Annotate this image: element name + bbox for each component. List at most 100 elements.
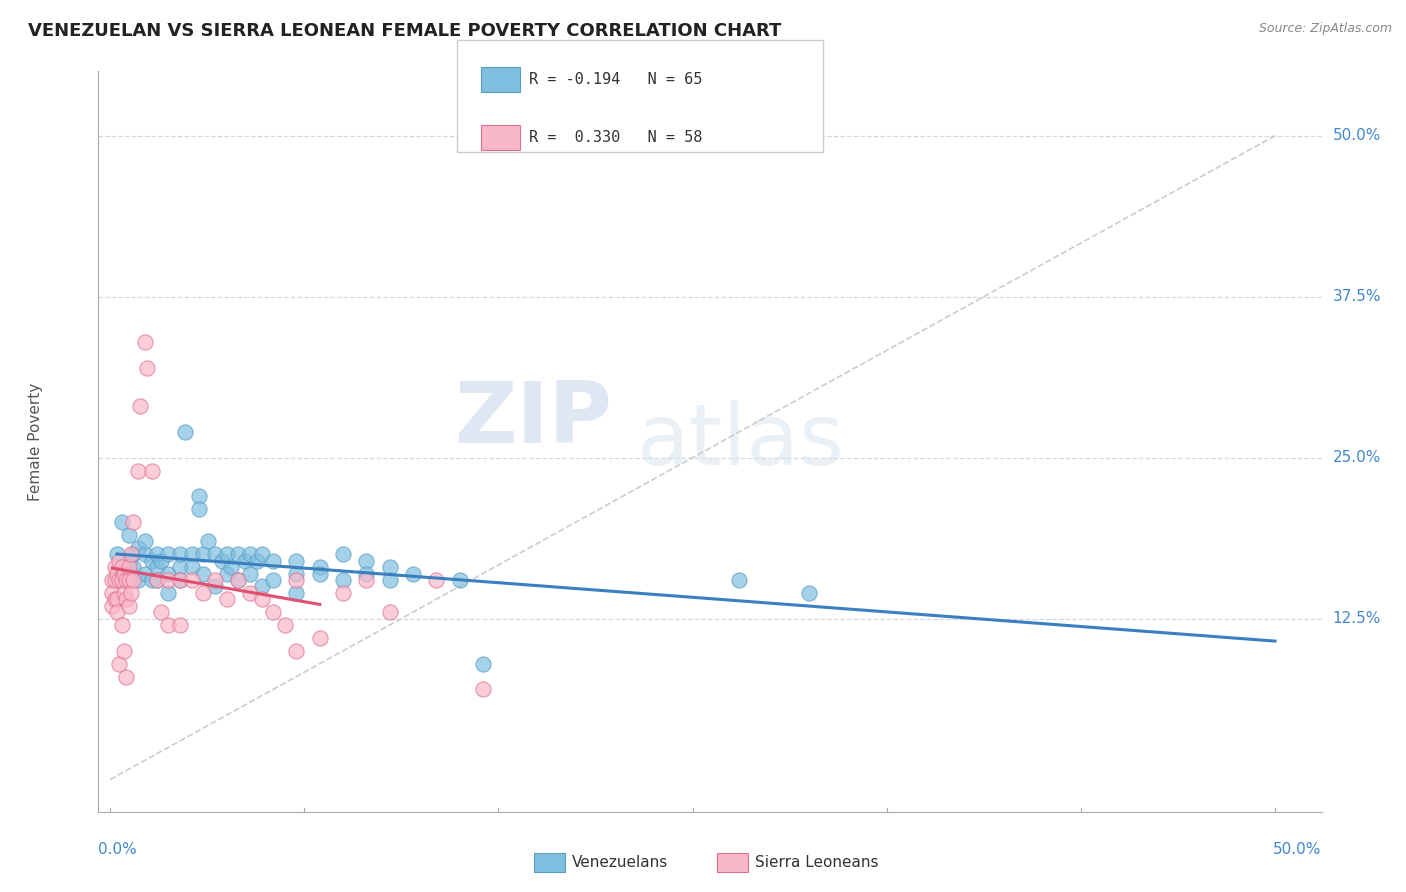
- Point: [215, 547, 238, 561]
- Text: atlas: atlas: [637, 400, 845, 483]
- Point: [285, 586, 308, 600]
- Point: [169, 573, 191, 587]
- Point: [127, 541, 149, 555]
- Point: [471, 657, 494, 671]
- Point: [169, 618, 191, 632]
- Point: [308, 566, 330, 581]
- Point: [226, 573, 249, 587]
- Text: 12.5%: 12.5%: [1333, 611, 1381, 626]
- Point: [274, 618, 297, 632]
- Point: [105, 605, 128, 619]
- Point: [250, 547, 273, 561]
- Text: 37.5%: 37.5%: [1333, 289, 1381, 304]
- Point: [356, 566, 378, 581]
- Point: [105, 547, 128, 561]
- Point: [180, 573, 202, 587]
- Point: [157, 573, 180, 587]
- Point: [285, 644, 308, 658]
- Point: [129, 399, 152, 413]
- Point: [145, 560, 167, 574]
- Point: [111, 573, 134, 587]
- Text: R = -0.194   N = 65: R = -0.194 N = 65: [529, 72, 702, 87]
- Point: [204, 579, 226, 593]
- Point: [141, 463, 163, 477]
- Point: [111, 618, 134, 632]
- Point: [115, 669, 138, 683]
- Point: [104, 592, 127, 607]
- Point: [285, 554, 308, 568]
- Point: [112, 566, 135, 581]
- Point: [211, 554, 233, 568]
- Point: [402, 566, 425, 581]
- Point: [239, 547, 262, 561]
- Point: [141, 573, 163, 587]
- Point: [120, 566, 142, 581]
- Point: [157, 586, 180, 600]
- Point: [111, 573, 134, 587]
- Point: [425, 573, 447, 587]
- Point: [197, 534, 219, 549]
- Point: [226, 573, 249, 587]
- Point: [101, 573, 124, 587]
- Point: [449, 573, 471, 587]
- Point: [120, 547, 142, 561]
- Text: VENEZUELAN VS SIERRA LEONEAN FEMALE POVERTY CORRELATION CHART: VENEZUELAN VS SIERRA LEONEAN FEMALE POVE…: [28, 22, 782, 40]
- Point: [193, 547, 215, 561]
- Point: [108, 573, 131, 587]
- Point: [378, 605, 401, 619]
- Point: [246, 554, 269, 568]
- Point: [118, 573, 141, 587]
- Point: [308, 560, 330, 574]
- Point: [226, 547, 249, 561]
- Point: [239, 586, 262, 600]
- Point: [262, 605, 284, 619]
- Point: [173, 425, 195, 439]
- Point: [120, 586, 142, 600]
- Point: [101, 586, 124, 600]
- Point: [145, 573, 167, 587]
- Point: [145, 547, 167, 561]
- Point: [187, 489, 209, 503]
- Point: [204, 573, 226, 587]
- Point: [150, 605, 173, 619]
- Text: Venezuelans: Venezuelans: [572, 855, 668, 870]
- Point: [308, 631, 330, 645]
- Point: [101, 599, 124, 613]
- Point: [115, 592, 138, 607]
- Point: [332, 586, 354, 600]
- Text: R =  0.330   N = 58: R = 0.330 N = 58: [529, 130, 702, 145]
- Point: [134, 547, 156, 561]
- Point: [215, 566, 238, 581]
- Point: [285, 573, 308, 587]
- Point: [134, 534, 156, 549]
- Point: [233, 554, 256, 568]
- Point: [285, 566, 308, 581]
- Point: [193, 586, 215, 600]
- Point: [262, 554, 284, 568]
- Point: [204, 547, 226, 561]
- Point: [187, 502, 209, 516]
- Text: 0.0%: 0.0%: [98, 842, 138, 857]
- Point: [356, 573, 378, 587]
- Point: [118, 528, 141, 542]
- Point: [118, 560, 141, 574]
- Point: [157, 618, 180, 632]
- Point: [104, 573, 127, 587]
- Point: [378, 560, 401, 574]
- Point: [122, 560, 145, 574]
- Point: [112, 586, 135, 600]
- Point: [105, 592, 128, 607]
- Point: [332, 573, 354, 587]
- Point: [122, 515, 145, 529]
- Point: [122, 547, 145, 561]
- Point: [262, 573, 284, 587]
- Point: [169, 573, 191, 587]
- Point: [169, 560, 191, 574]
- Point: [141, 554, 163, 568]
- Point: [215, 592, 238, 607]
- Point: [108, 554, 131, 568]
- Point: [105, 566, 128, 581]
- Text: 50.0%: 50.0%: [1274, 842, 1322, 857]
- Point: [157, 566, 180, 581]
- Point: [111, 560, 134, 574]
